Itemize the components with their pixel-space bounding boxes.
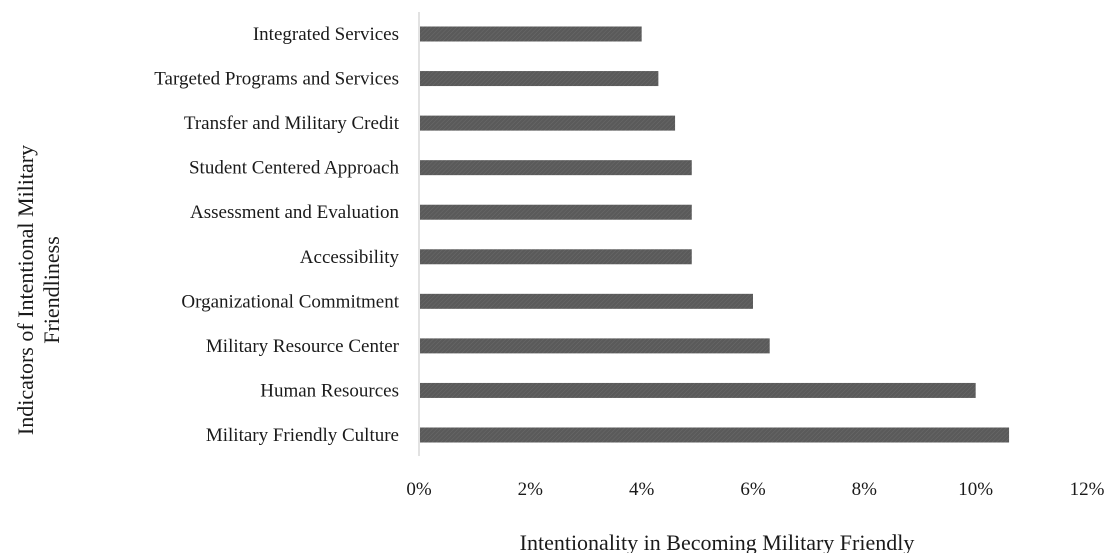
- bar: [420, 293, 753, 309]
- category-label: Organizational Commitment: [181, 291, 399, 312]
- x-tick-label: 0%: [406, 479, 432, 500]
- category-label: Military Resource Center: [206, 336, 400, 357]
- x-tick-label: 6%: [740, 479, 766, 500]
- bar: [420, 115, 676, 131]
- bar: [420, 382, 976, 398]
- x-tick-label: 12%: [1070, 479, 1105, 500]
- y-axis-title-line-2: Friendliness: [39, 236, 64, 344]
- category-label: Targeted Programs and Services: [154, 69, 399, 90]
- bar: [420, 338, 770, 354]
- x-tick-label: 2%: [518, 479, 544, 500]
- category-label: Human Resources: [260, 380, 399, 401]
- category-label: Transfer and Military Credit: [184, 113, 400, 134]
- y-axis-title-line-1: Indicators of Intentional Military: [13, 145, 38, 435]
- bars-group: [420, 26, 1010, 443]
- category-label: Assessment and Evaluation: [190, 202, 399, 223]
- bar: [420, 26, 642, 42]
- category-label: Accessibility: [300, 247, 400, 268]
- x-tick-label: 10%: [958, 479, 993, 500]
- category-label: Military Friendly Culture: [206, 425, 399, 446]
- bar: [420, 204, 692, 220]
- bar: [420, 427, 1010, 443]
- category-label: Student Centered Approach: [189, 158, 400, 179]
- y-axis-title: Indicators of Intentional Military Frien…: [13, 145, 64, 435]
- x-axis-title: Intentionality in Becoming Military Frie…: [520, 530, 915, 553]
- bar: [420, 71, 659, 87]
- category-label: Integrated Services: [253, 24, 399, 45]
- x-tick-label: 8%: [852, 479, 878, 500]
- x-tick-label: 4%: [629, 479, 655, 500]
- x-tick-labels: 0% 2% 4% 6% 8% 10% 12%: [406, 479, 1104, 500]
- bar: [420, 160, 692, 176]
- category-labels: Integrated Services Targeted Programs and…: [154, 24, 399, 446]
- bar: [420, 249, 692, 265]
